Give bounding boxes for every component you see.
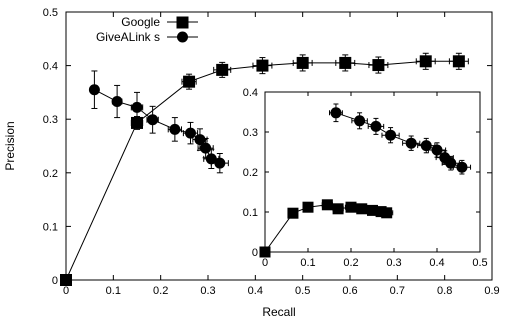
legend-marker-giveals	[177, 31, 188, 43]
inset-giveals-data-point	[385, 129, 397, 141]
main-giveals-data-point	[111, 96, 123, 108]
main-giveals-data-point	[88, 84, 100, 96]
main-plot-layer: 0 0.1 0.2 0.3 0.4 0.5 0.6 0.7 0.8 0.9 0 0.1 0.2 0.3 0.…	[43, 7, 500, 297]
inset-google-data-point	[367, 204, 378, 216]
main-google-data-point	[372, 59, 385, 72]
main-google-data-point	[419, 55, 432, 68]
main-x-tick-label: 0.6	[342, 285, 357, 297]
inset-google-data-point	[321, 199, 333, 211]
main-google-data-point	[452, 55, 465, 68]
inset-giveals-data-point	[431, 144, 443, 156]
inset-x-tick-label: 0.1	[300, 257, 315, 269]
main-giveals-data-point	[214, 157, 226, 169]
main-x-tick-label: 0.2	[153, 285, 168, 297]
main-google-series-line	[65, 60, 459, 281]
legend: Google GiveALink s	[96, 15, 198, 44]
main-plot-frame	[65, 11, 493, 281]
main-y-tick-label: 0.2	[43, 168, 58, 180]
main-y-tick-label: 0.1	[43, 221, 58, 233]
inset-google-data-point	[259, 246, 271, 258]
main-x-tick-label: 0.7	[390, 285, 405, 297]
main-x-tick-label: 0.3	[200, 285, 215, 297]
main-giveals-data-point	[131, 101, 143, 113]
inset-google-data-point	[302, 201, 314, 213]
inset-y-tick-label: 0.3	[243, 127, 258, 139]
inset-y-tick-label: 0.1	[243, 207, 258, 219]
x-axis-label: Recall	[262, 305, 295, 319]
main-giveals-data-point	[200, 142, 212, 154]
inset-x-tick-label: 0.5	[472, 257, 487, 269]
inset-google-data-point	[356, 203, 368, 215]
inset-x-tick-label: 0.2	[343, 257, 358, 269]
inset-giveals-data-point	[456, 161, 468, 173]
main-giveals-data-point	[194, 134, 206, 146]
inset-giveals-data-point	[405, 137, 417, 149]
main-y-tick-label: 0.4	[43, 61, 58, 73]
legend-label-google: Google	[121, 15, 160, 29]
main-google-data-point	[256, 59, 269, 72]
main-google-data-point	[183, 75, 196, 88]
main-giveals-data-point	[205, 153, 217, 165]
main-google-data-point	[296, 56, 309, 69]
main-google-data-point	[60, 274, 72, 286]
inset-google-data-point	[345, 201, 357, 213]
inset-y-tick-label: 0.4	[243, 87, 258, 99]
main-x-tick-label: 0	[63, 285, 69, 297]
main-x-tick-label: 0.4	[248, 285, 263, 297]
main-giveals-series-line	[94, 89, 221, 164]
main-x-tick-label: 0.9	[484, 285, 499, 297]
inset-google-data-point	[287, 207, 299, 219]
legend-marker-google	[176, 16, 189, 29]
y-axis-label: Precision	[3, 121, 17, 170]
inset-y-tick-label: 0	[252, 247, 258, 259]
main-y-tick-label: 0.3	[43, 114, 58, 126]
inset-plot-layer: 0 0.1 0.2 0.3 0.4 0.5 0 0.1 0.2 0.3 0.4	[243, 87, 488, 269]
inset-x-tick-label: 0.3	[386, 257, 401, 269]
main-y-tick-label: 0.5	[43, 7, 58, 19]
main-x-tick-label: 0.8	[437, 285, 452, 297]
legend-label-giveals: GiveALink s	[96, 30, 160, 44]
inset-y-tick-label: 0.2	[243, 167, 258, 179]
inset-x-tick-label: 0.4	[429, 257, 444, 269]
main-giveals-data-point	[184, 127, 196, 139]
main-google-data-point	[339, 56, 352, 69]
inset-plot-frame	[264, 91, 481, 253]
main-google-data-point	[131, 116, 143, 129]
inset-giveals-data-point	[370, 120, 382, 132]
inset-giveals-data-point	[354, 115, 366, 127]
main-y-tick-label: 0	[52, 275, 58, 287]
main-x-tick-label: 0.5	[295, 285, 310, 297]
main-giveals-data-point	[169, 123, 181, 135]
inset-giveals-data-point	[330, 107, 342, 119]
main-giveals-data-point	[147, 114, 159, 126]
inset-giveals-data-point	[420, 140, 432, 152]
inset-google-data-point	[381, 207, 393, 219]
inset-x-tick-label: 0	[262, 257, 268, 269]
inset-google-data-point	[332, 203, 344, 215]
main-google-data-point	[216, 63, 229, 76]
main-x-tick-label: 0.1	[106, 285, 121, 297]
